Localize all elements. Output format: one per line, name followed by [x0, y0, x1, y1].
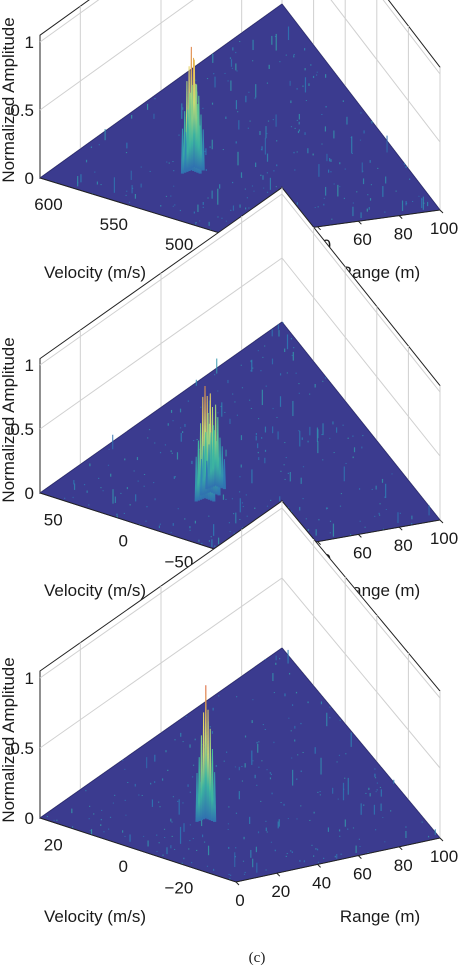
grid-line — [39, 577, 441, 769]
peak-strip — [206, 709, 210, 820]
peak-strip — [222, 459, 227, 490]
y-tick-label: 0 — [119, 857, 128, 876]
peak-strip — [218, 437, 222, 488]
figure-caption: (c) — [249, 950, 266, 966]
x-tick — [439, 519, 444, 524]
z-tick-label: 1 — [25, 669, 34, 688]
peak-strip — [216, 417, 220, 487]
x-tick-label: 100 — [430, 847, 458, 866]
grid-line — [39, 257, 441, 457]
x-tick — [398, 526, 403, 531]
y-axis-label: Velocity (m/s) — [44, 263, 146, 282]
x-tick-label: 80 — [394, 225, 413, 244]
peak-strip — [186, 109, 190, 170]
x-tick — [235, 881, 240, 886]
x-tick-label: 100 — [430, 219, 458, 238]
y-tick-label: 20 — [44, 836, 63, 855]
z-tick-label: 1 — [25, 33, 34, 52]
x-tick-label: 20 — [271, 882, 290, 901]
peak-strip — [209, 432, 213, 488]
z-tick-label: 0.5 — [10, 420, 34, 439]
x-tick — [358, 220, 362, 225]
y-axis-label: Velocity (m/s) — [44, 907, 146, 926]
x-tick — [439, 209, 444, 214]
y-tick-label: −50 — [164, 553, 193, 572]
z-tick-label: 0.5 — [10, 739, 34, 758]
z-axis-label: Normalized Amplitude — [0, 337, 18, 502]
peak-strip — [199, 735, 204, 821]
x-tick — [317, 226, 321, 231]
peak-strip — [202, 445, 206, 495]
peak-strip — [197, 95, 201, 169]
peak-strip — [201, 129, 205, 171]
x-axis-label: Range (m) — [340, 907, 420, 926]
x-tick — [398, 846, 403, 851]
x-tick-label: 80 — [394, 536, 413, 555]
surface-plot-0: 00.51020406080100500550600Normalized Amp… — [0, 0, 458, 308]
y-tick-label: 550 — [100, 215, 128, 234]
x-tick-label: 60 — [353, 543, 372, 562]
peak-strip — [192, 59, 196, 167]
surface-plot-2: 0 0.5 1 0 20 40 60 80 100 −20 0 20 Normalized Amplit… — [0, 499, 458, 966]
peak-strip — [208, 728, 212, 821]
z-axis-label: Normalized Amplitude — [0, 17, 18, 182]
peak-strip — [202, 712, 206, 820]
y-tick-label: −20 — [164, 878, 193, 897]
z-tick-label: 0.5 — [10, 101, 34, 120]
x-tick — [317, 541, 321, 545]
y-tick-label: 50 — [44, 511, 63, 530]
x-tick-label: 60 — [353, 230, 372, 249]
grid-line — [39, 507, 441, 699]
peak-strip — [214, 404, 218, 486]
peak-strip — [188, 92, 192, 169]
y-tick-label: 600 — [34, 195, 62, 214]
z-tick-label: 0 — [25, 809, 34, 828]
peak-strip — [199, 114, 203, 170]
z-tick-label: 1 — [25, 356, 34, 375]
peak-strip — [210, 749, 215, 822]
x-tick — [317, 864, 321, 868]
grid-line — [39, 0, 441, 143]
y-axis-label: Velocity (m/s) — [44, 581, 146, 600]
grid-line — [39, 193, 441, 393]
x-axis-label: Range (m) — [340, 263, 420, 282]
x-tick-label: 80 — [394, 856, 413, 875]
y-tick-label: 500 — [165, 235, 193, 254]
peak-strip — [190, 85, 194, 168]
y-tick-label: 0 — [119, 532, 128, 551]
x-tick — [276, 872, 281, 877]
peak-strip — [196, 440, 201, 501]
x-tick-label: 0 — [235, 891, 244, 910]
x-tick-label: 40 — [312, 873, 331, 892]
x-tick — [439, 837, 444, 842]
z-tick-label: 0 — [25, 484, 34, 503]
x-tick — [358, 534, 362, 538]
z-axis-label: Normalized Amplitude — [0, 657, 18, 822]
peak-strip — [194, 84, 199, 168]
x-tick-label: 100 — [430, 529, 458, 548]
peak-strip — [220, 446, 224, 489]
grid-line — [39, 0, 441, 75]
x-tick — [398, 215, 403, 219]
peak-strip — [204, 685, 208, 819]
peak-strip — [213, 772, 217, 822]
x-tick-label: 60 — [353, 865, 372, 884]
z-tick-label: 0 — [25, 169, 34, 188]
x-tick — [358, 855, 362, 859]
peak-strip — [207, 444, 211, 489]
